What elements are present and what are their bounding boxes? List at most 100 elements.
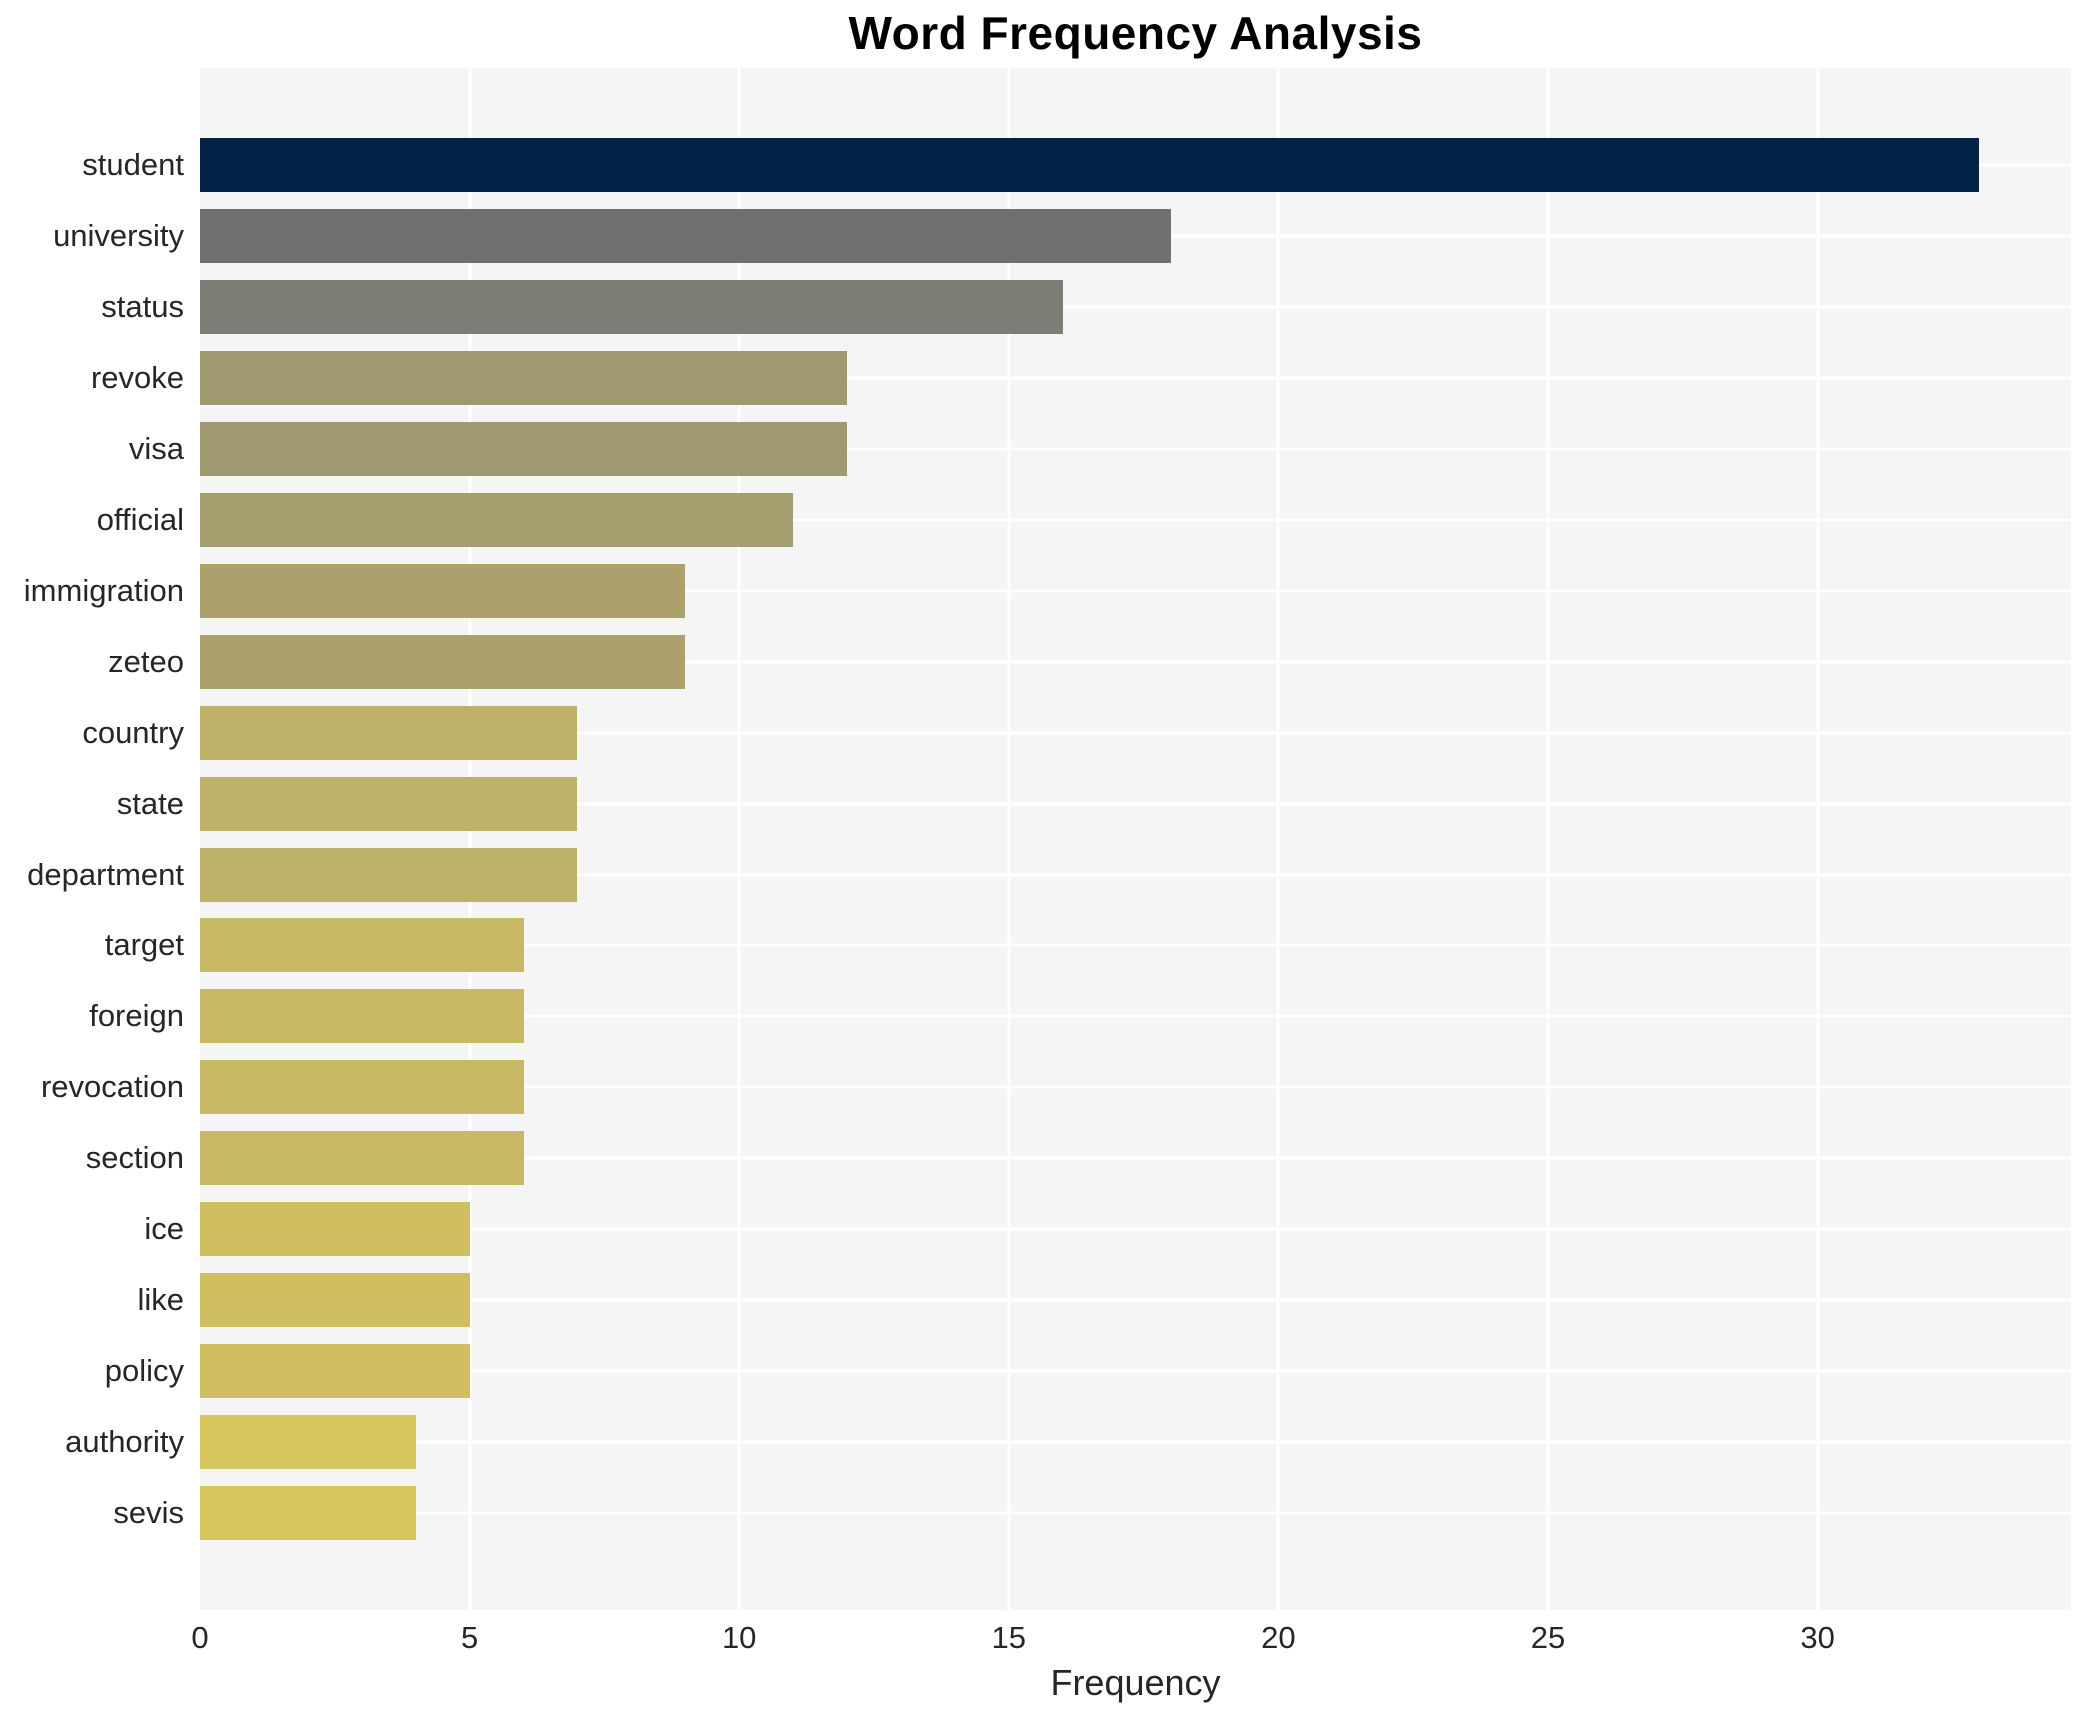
y-gridline (200, 518, 2071, 522)
category-label: immigration (23, 572, 184, 608)
x-gridline (1816, 68, 1820, 1610)
bar-track (200, 697, 2071, 768)
bar-row: revoke (0, 343, 2071, 414)
category-label: student (82, 147, 184, 183)
bar-track (200, 910, 2071, 981)
category-label: revoke (90, 360, 184, 396)
bar-track (200, 1052, 2071, 1123)
frequency-bar (200, 776, 578, 831)
bar-row: state (0, 768, 2071, 839)
frequency-bar (200, 918, 524, 973)
bar-row: revocation (0, 1052, 2071, 1123)
bar-track (200, 343, 2071, 414)
x-gridline (1276, 68, 1280, 1610)
frequency-bar (200, 634, 686, 689)
y-gridline (200, 943, 2071, 947)
frequency-bar (200, 1060, 524, 1115)
bar-track (200, 1194, 2071, 1265)
frequency-bar (200, 705, 578, 760)
bar-row: zeteo (0, 626, 2071, 697)
category-label: revocation (40, 1069, 184, 1105)
bar-track (200, 272, 2071, 343)
bar-row: university (0, 201, 2071, 272)
bar-row: official (0, 485, 2071, 556)
category-label: ice (144, 1211, 184, 1247)
category-label: target (104, 927, 184, 963)
y-gridline (200, 660, 2071, 664)
y-gridline (200, 1511, 2071, 1515)
bar-track (200, 485, 2071, 556)
bar-row: authority (0, 1406, 2071, 1477)
y-gridline (200, 731, 2071, 735)
bar-row: target (0, 910, 2071, 981)
x-tick-label: 15 (991, 1620, 1027, 1655)
y-gridline (200, 447, 2071, 451)
bar-track (200, 839, 2071, 910)
y-gridline (200, 1085, 2071, 1089)
y-gridline (200, 1227, 2071, 1231)
category-label: university (53, 218, 184, 254)
x-gridline (737, 68, 741, 1610)
y-gridline (200, 1014, 2071, 1018)
bar-row: like (0, 1265, 2071, 1336)
bar-row: country (0, 697, 2071, 768)
x-gridline (468, 68, 472, 1610)
y-gridline (200, 305, 2071, 309)
frequency-bar (200, 351, 848, 406)
frequency-bar (200, 492, 794, 547)
y-gridline (200, 1369, 2071, 1373)
bar-row: ice (0, 1194, 2071, 1265)
bar-row: visa (0, 414, 2071, 485)
y-gridline (200, 589, 2071, 593)
bar-track (200, 414, 2071, 485)
frequency-bar (200, 847, 578, 902)
y-gridline (200, 1298, 2071, 1302)
category-label: policy (104, 1352, 184, 1388)
y-gridline (200, 376, 2071, 380)
x-tick-label: 30 (1800, 1620, 1835, 1655)
bar-row: department (0, 839, 2071, 910)
frequency-bar (200, 138, 1980, 193)
x-tick-label: 20 (1261, 1620, 1296, 1655)
category-label: zeteo (108, 643, 184, 679)
frequency-bar (200, 1131, 524, 1186)
frequency-bar (200, 1485, 416, 1540)
y-gridline (200, 1156, 2071, 1160)
x-tick-label: 5 (460, 1620, 479, 1655)
category-label: official (96, 501, 184, 537)
category-label: department (27, 856, 184, 892)
x-gridline (1007, 68, 1011, 1610)
chart-title: Word Frequency Analysis (848, 7, 1423, 59)
category-label: foreign (89, 998, 184, 1034)
x-axis-ticks: 0 5 10 15 20 25 30 (191, 1620, 2071, 1660)
category-label: country (82, 714, 184, 750)
bar-track (200, 1477, 2071, 1548)
bar-rows: student university status revoke visa officia… (0, 68, 2071, 1610)
bar-track (200, 1335, 2071, 1406)
bar-track (200, 130, 2071, 201)
bar-row: student (0, 130, 2071, 201)
category-label: section (85, 1140, 184, 1176)
x-axis-label: Frequency (1050, 1662, 1221, 1703)
bar-row: immigration (0, 555, 2071, 626)
bar-row: section (0, 1123, 2071, 1194)
frequency-bar (200, 1343, 470, 1398)
category-label: sevis (113, 1494, 184, 1530)
x-gridline (1546, 68, 1550, 1610)
bar-track (200, 981, 2071, 1052)
bar-track (200, 555, 2071, 626)
x-tick-label: 25 (1530, 1620, 1566, 1655)
bar-track (200, 1123, 2071, 1194)
y-gridline (200, 873, 2071, 877)
frequency-bar (200, 209, 1171, 264)
frequency-bar (200, 563, 686, 618)
frequency-bar (200, 280, 1063, 335)
bar-track (200, 1406, 2071, 1477)
bar-track (200, 626, 2071, 697)
category-label: state (116, 785, 184, 821)
category-label: visa (128, 431, 184, 467)
frequency-bar (200, 1202, 470, 1257)
category-label: like (137, 1281, 184, 1317)
bar-track (200, 1265, 2071, 1336)
